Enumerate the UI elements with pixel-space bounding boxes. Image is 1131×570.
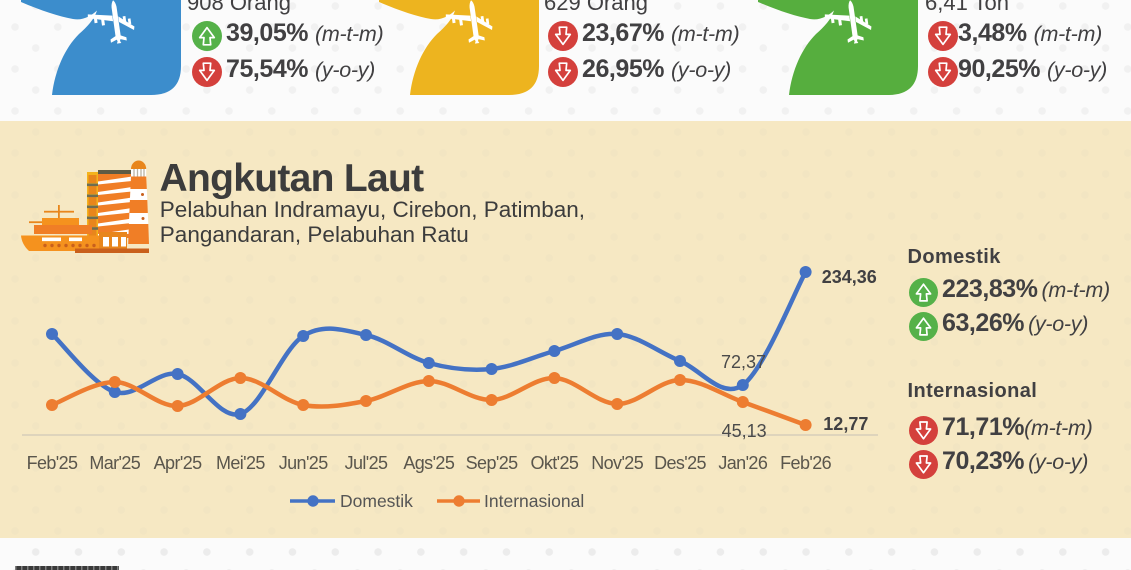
svg-text:Mar'25: Mar'25 — [89, 453, 140, 473]
svg-text:Okt'25: Okt'25 — [530, 453, 578, 473]
svg-text:Jul'25: Jul'25 — [345, 453, 388, 473]
svg-text:Nov'25: Nov'25 — [591, 453, 643, 473]
svg-text:Sep'25: Sep'25 — [466, 453, 518, 473]
svg-text:Feb'26: Feb'26 — [780, 453, 831, 473]
svg-text:72,37: 72,37 — [721, 352, 766, 372]
svg-text:Mei'25: Mei'25 — [216, 453, 265, 473]
svg-text:Feb'25: Feb'25 — [27, 453, 78, 473]
svg-text:234,36: 234,36 — [822, 267, 877, 287]
svg-text:Apr'25: Apr'25 — [154, 453, 202, 473]
svg-text:12,77: 12,77 — [823, 414, 868, 434]
svg-text:45,13: 45,13 — [722, 421, 767, 441]
svg-text:Jun'25: Jun'25 — [279, 453, 328, 473]
svg-text:Ags'25: Ags'25 — [403, 453, 454, 473]
svg-text:Des'25: Des'25 — [654, 453, 706, 473]
svg-text:Domestik: Domestik — [340, 491, 413, 511]
svg-text:Internasional: Internasional — [484, 491, 584, 511]
svg-text:Jan'26: Jan'26 — [718, 453, 767, 473]
